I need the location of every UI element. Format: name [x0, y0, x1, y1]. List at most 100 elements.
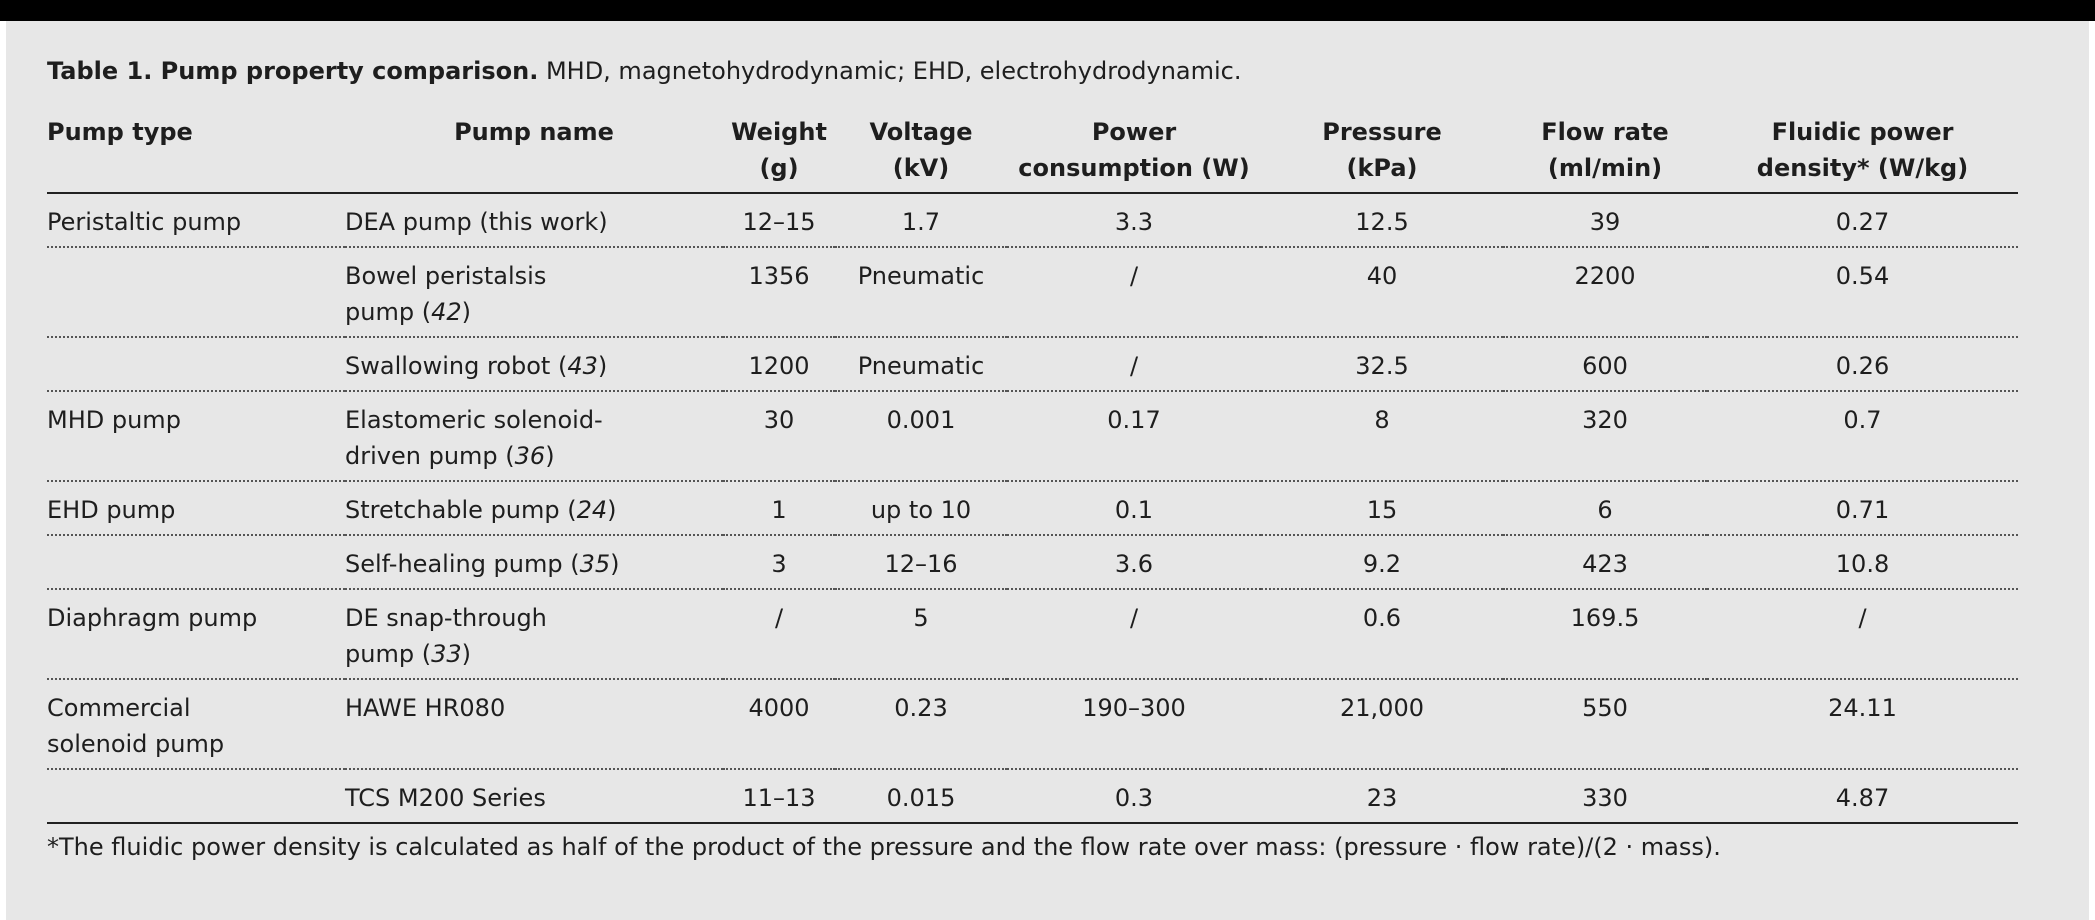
cell-flow-rate: 169.5 — [1503, 589, 1707, 680]
table-row: Self-healing pump (35) 3 12–16 3.6 9.2 423 10.… — [47, 535, 2018, 590]
cell-pump-name: Bowel peristalsis pump (42) — [345, 247, 723, 338]
cell-power-density: 0.27 — [1707, 193, 2018, 248]
cell-pump-name: DE snap-through pump (33) — [345, 589, 723, 680]
cell-power-density: 0.71 — [1707, 481, 2018, 536]
cell-pressure: 8 — [1261, 391, 1503, 482]
header-pump-name: Pump name — [345, 108, 723, 194]
cell-power: 0.17 — [1007, 391, 1261, 482]
cell-flow-rate: 6 — [1503, 481, 1707, 536]
cell-pump-type — [47, 769, 345, 824]
header-voltage: Voltage (kV) — [835, 108, 1007, 194]
cell-weight: 11–13 — [723, 769, 835, 824]
cell-pump-name: HAWE HR080 — [345, 679, 723, 770]
cell-pressure: 32.5 — [1261, 337, 1503, 392]
cell-weight: 12–15 — [723, 193, 835, 248]
cell-power-density: 0.26 — [1707, 337, 2018, 392]
table-row: MHD pump Elastomeric solenoid-driven pump… — [47, 391, 2018, 482]
cell-weight: 3 — [723, 535, 835, 590]
header-pump-type: Pump type — [47, 108, 345, 194]
cell-power-density: 10.8 — [1707, 535, 2018, 590]
cell-power: 0.3 — [1007, 769, 1261, 824]
cell-voltage: 0.23 — [835, 679, 1007, 770]
cell-pressure: 23 — [1261, 769, 1503, 824]
header-power-density: Fluidic power density* (W/kg) — [1707, 108, 2018, 194]
cell-pump-type: Peristaltic pump — [47, 193, 345, 248]
cell-pump-name: Elastomeric solenoid-driven pump (36) — [345, 391, 723, 482]
reference-number: 35 — [579, 550, 611, 578]
cell-pump-name: TCS M200 Series — [345, 769, 723, 824]
header-power: Power consumption (W) — [1007, 108, 1261, 194]
header-weight: Weight (g) — [723, 108, 835, 194]
cell-flow-rate: 320 — [1503, 391, 1707, 482]
cell-power-density: 24.11 — [1707, 679, 2018, 770]
cell-flow-rate: 330 — [1503, 769, 1707, 824]
pump-comparison-table: Pump type Pump name Weight (g) Voltage (kV… — [47, 108, 2018, 824]
cell-pump-type: Commercial solenoid pump — [47, 679, 345, 770]
cell-power: / — [1007, 337, 1261, 392]
cell-flow-rate: 2200 — [1503, 247, 1707, 338]
cell-pressure: 21,000 — [1261, 679, 1503, 770]
header-pressure: Pressure (kPa) — [1261, 108, 1503, 194]
cell-pump-type — [47, 535, 345, 590]
reference-number: 43 — [567, 352, 598, 380]
table-row: EHD pump Stretchable pump (24) 1 up to 10 0.… — [47, 481, 2018, 536]
cell-power-density: 4.87 — [1707, 769, 2018, 824]
cell-pressure: 15 — [1261, 481, 1503, 536]
cell-pressure: 12.5 — [1261, 193, 1503, 248]
cell-pump-name: Stretchable pump (24) — [345, 481, 723, 536]
cell-power-density: / — [1707, 589, 2018, 680]
cell-voltage: 5 — [835, 589, 1007, 680]
top-border — [0, 0, 2095, 21]
reference-number: 24 — [576, 496, 608, 524]
cell-pump-name: DEA pump (this work) — [345, 193, 723, 248]
cell-flow-rate: 39 — [1503, 193, 1707, 248]
reference-number: 33 — [431, 640, 462, 668]
cell-voltage: 0.001 — [835, 391, 1007, 482]
cell-voltage: Pneumatic — [835, 337, 1007, 392]
cell-pump-type: MHD pump — [47, 391, 345, 482]
cell-power: / — [1007, 247, 1261, 338]
cell-pump-type: Diaphragm pump — [47, 589, 345, 680]
reference-number: 42 — [431, 298, 462, 326]
cell-voltage: 0.015 — [835, 769, 1007, 824]
caption-title: Table 1. Pump property comparison. — [47, 57, 539, 85]
cell-voltage: 12–16 — [835, 535, 1007, 590]
cell-flow-rate: 600 — [1503, 337, 1707, 392]
table-caption: Table 1. Pump property comparison. MHD, … — [47, 56, 1241, 86]
cell-pump-name: Self-healing pump (35) — [345, 535, 723, 590]
table-row: Swallowing robot (43) 1200 Pneumatic/32.5 6… — [47, 337, 2018, 392]
cell-pump-name: Swallowing robot (43) — [345, 337, 723, 392]
cell-flow-rate: 423 — [1503, 535, 1707, 590]
cell-power: 3.3 — [1007, 193, 1261, 248]
cell-power: 0.1 — [1007, 481, 1261, 536]
reference-number: 36 — [514, 442, 546, 470]
table-row: Peristaltic pump DEA pump (this work) 12–1… — [47, 193, 2018, 248]
cell-weight: 4000 — [723, 679, 835, 770]
cell-weight: 30 — [723, 391, 835, 482]
cell-power-density: 0.54 — [1707, 247, 2018, 338]
table-row: Bowel peristalsis pump (42) 1356 Pneumatic /… — [47, 247, 2018, 338]
cell-voltage: up to 10 — [835, 481, 1007, 536]
cell-pump-type — [47, 247, 345, 338]
table-row: Commercial solenoid pump HAWE HR080 4000 0.2… — [47, 679, 2018, 770]
cell-power: / — [1007, 589, 1261, 680]
table-footnote: *The fluidic power density is calculated… — [47, 833, 1721, 861]
cell-pressure: 9.2 — [1261, 535, 1503, 590]
cell-pump-type: EHD pump — [47, 481, 345, 536]
cell-power: 3.6 — [1007, 535, 1261, 590]
cell-voltage: 1.7 — [835, 193, 1007, 248]
cell-weight: 1356 — [723, 247, 835, 338]
cell-weight: 1 — [723, 481, 835, 536]
cell-weight: / — [723, 589, 835, 680]
cell-pressure: 40 — [1261, 247, 1503, 338]
cell-flow-rate: 550 — [1503, 679, 1707, 770]
table-row: TCS M200 Series 11–13 0.015 0.3 23 330 4.87 — [47, 769, 2018, 824]
cell-pump-type — [47, 337, 345, 392]
table-row: Diaphragm pump DE snap-through pump (33)/5… — [47, 589, 2018, 680]
cell-weight: 1200 — [723, 337, 835, 392]
caption-abbreviations: MHD, magnetohydrodynamic; EHD, electrohy… — [538, 57, 1242, 85]
cell-power: 190–300 — [1007, 679, 1261, 770]
header-flow-rate: Flow rate (ml/min) — [1503, 108, 1707, 194]
cell-voltage: Pneumatic — [835, 247, 1007, 338]
header-row: Pump type Pump name Weight (g) Voltage (kV… — [47, 108, 2018, 194]
